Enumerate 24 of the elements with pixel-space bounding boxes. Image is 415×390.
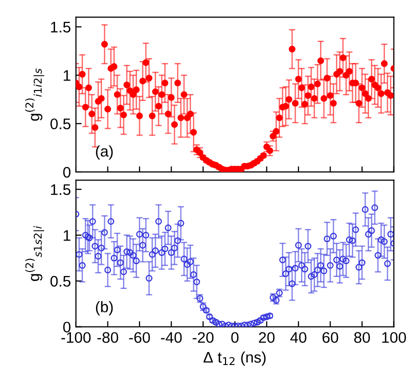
y-tick-label: 1 [64,230,70,241]
x-tick-label: 80 [354,332,370,343]
x-tick-label: -20 [192,332,214,343]
y-tick-label: 0 [63,322,70,333]
y-tick-label: 1 [64,70,70,81]
annotation: (a) [96,145,113,160]
x-tick-label: 20 [258,332,275,343]
y-axis-title: g$^{(2)}$$_{i1i2|s}$ [25,68,44,121]
annotation: (b) [96,301,113,316]
y-tick-label: 1.5 [51,22,70,33]
y-axis-title: g$^{(2)}$$_{s1s2|i}$ [25,226,44,281]
x-tick-label: 0 [231,332,239,343]
x-tick-label: 40 [290,332,306,343]
y-tick-label: 0.5 [50,276,70,287]
x-tick-label: 100 [382,332,406,343]
x-tick-label: -40 [160,332,182,343]
x-tick-label: -100 [61,332,91,343]
y-tick-label: 0.5 [50,118,70,130]
y-tick-label: 0 [63,166,70,178]
x-tick-label: -80 [97,332,118,343]
y-tick-label: 1.5 [51,184,70,196]
x-tick-label: -60 [129,332,150,343]
x-axis-title: Δ t$_{12}$ (ns) [204,351,266,366]
x-tick-label: 60 [322,332,338,343]
